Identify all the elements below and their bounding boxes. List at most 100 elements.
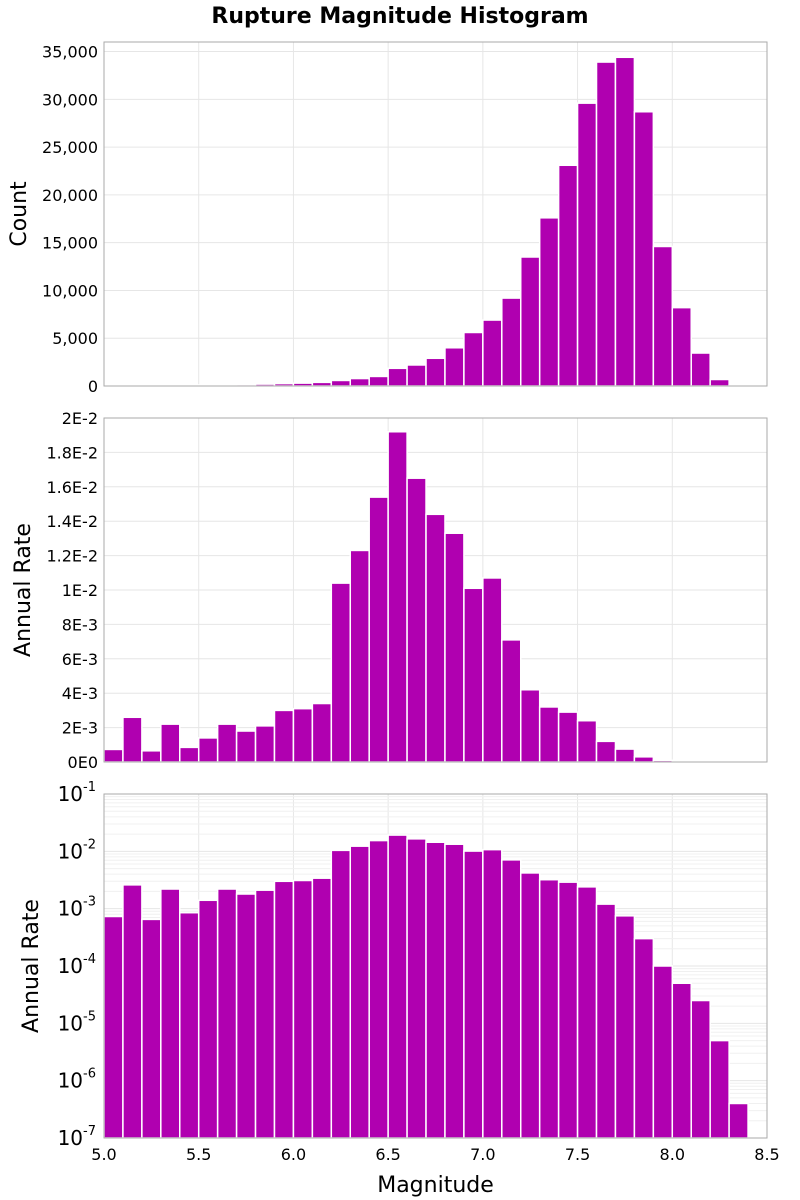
x-tick-label: 6.5 (375, 1145, 400, 1164)
histogram-bar (614, 748, 636, 763)
histogram-bar (406, 838, 427, 1139)
chart-title: Rupture Magnitude Histogram (211, 4, 588, 29)
panel-3: 10-7 10-6 10-5 10-4 10-3 10-2 10-1 Annual Rate 5… (19, 780, 780, 1198)
histogram-bar (482, 848, 503, 1139)
x-tick-label: 7.5 (565, 1145, 590, 1164)
panel-1: 0 5,000 10,000 15,000 20,000 25,000 30,000 35,0… (7, 41, 768, 396)
histogram-bar (728, 1102, 749, 1139)
histogram-bar (330, 849, 352, 1139)
histogram-bar (671, 306, 692, 387)
histogram-bar (463, 850, 484, 1139)
plot-frame (103, 41, 768, 387)
y-tick-label: 6E-3 (62, 650, 98, 669)
y-tick-label: 10-7 (58, 1124, 96, 1150)
histogram-bar (179, 911, 200, 1139)
histogram-bar (709, 1039, 730, 1139)
histogram-bar (235, 730, 257, 763)
histogram-bar (425, 357, 446, 387)
y-tick-label: 10-3 (58, 895, 96, 921)
histogram-bar (501, 859, 522, 1139)
histogram-bar (519, 256, 541, 387)
y-tick-label: 1.4E-2 (46, 512, 98, 531)
histogram-bar (595, 61, 617, 387)
y-tick-label: 1E-2 (62, 581, 98, 600)
histogram-bar (501, 639, 522, 763)
histogram-bar (292, 707, 314, 763)
x-axis-title: Magnitude (377, 1173, 494, 1198)
histogram-bar (614, 915, 636, 1139)
histogram-bar (387, 367, 408, 387)
histogram-bar (273, 880, 295, 1139)
y-tick-label: 2E-3 (62, 719, 98, 738)
y-tick-label: 0E0 (68, 753, 98, 772)
histogram-bar (235, 893, 257, 1139)
histogram-bar (254, 889, 276, 1139)
histogram-bar (103, 915, 124, 1139)
histogram-bar (425, 513, 446, 763)
histogram-bar (557, 711, 579, 763)
histogram-bar (197, 737, 219, 763)
y-tick-label: 1.8E-2 (46, 443, 98, 462)
histogram-bar (425, 841, 446, 1139)
histogram-bar (595, 903, 617, 1139)
y-tick-label: 10-4 (58, 952, 96, 978)
y-tick-label: 35,000 (42, 43, 98, 62)
histogram-bar (690, 999, 711, 1139)
histogram-bar (254, 725, 276, 763)
y-tick-label: 30,000 (42, 90, 98, 109)
histogram-bar (444, 843, 465, 1139)
histogram-bar (406, 364, 427, 387)
y-tick-label: 0 (88, 377, 98, 396)
histogram-bar (387, 834, 408, 1139)
histogram-bar (595, 740, 617, 763)
histogram-bar (122, 884, 143, 1139)
plot-frame (103, 417, 768, 763)
histogram-bar (463, 331, 484, 387)
y-tick-label: 10-1 (58, 780, 96, 806)
y-tick-label: 1.6E-2 (46, 478, 98, 497)
y-tick-label: 2E-2 (62, 409, 98, 428)
histogram-bar (349, 377, 370, 387)
histogram-bar (141, 918, 162, 1139)
y-tick-label: 8E-3 (62, 615, 98, 634)
y-axis-title: Annual Rate (19, 899, 44, 1033)
histogram-bar (671, 982, 692, 1139)
y-tick-label: 5,000 (52, 329, 98, 348)
histogram-bar (557, 881, 579, 1139)
histogram-bar (216, 888, 238, 1139)
histogram-bar (709, 378, 730, 387)
y-tick-label: 20,000 (42, 186, 98, 205)
panel-2: 0E0 2E-3 4E-3 6E-3 8E-3 1E-2 1.2E-2 1.4E-2 1.6E-… (11, 409, 768, 772)
y-tick-label: 10-2 (58, 837, 96, 863)
histogram-bar (368, 375, 389, 387)
chart-panels: 0 5,000 10,000 15,000 20,000 25,000 30,000 35,0… (7, 41, 780, 1198)
x-tick-label: 5.0 (91, 1145, 116, 1164)
histogram-bar (557, 164, 579, 387)
histogram-bar (614, 56, 636, 387)
histogram-bar (387, 431, 408, 763)
y-tick-label: 10-5 (58, 1009, 96, 1035)
histogram-bar (482, 319, 503, 387)
histogram-bar (122, 716, 143, 763)
histogram-bar (538, 217, 560, 387)
x-tick-label: 8.0 (660, 1145, 685, 1164)
histogram-bar (141, 750, 162, 763)
histogram-bar (330, 582, 352, 763)
histogram-bar (349, 845, 370, 1139)
x-tick-label: 6.0 (281, 1145, 306, 1164)
histogram-bar (576, 102, 598, 387)
histogram-bar (633, 111, 655, 387)
histogram-bar (368, 839, 389, 1139)
histogram-bar (538, 878, 560, 1139)
y-tick-label: 1.2E-2 (46, 547, 98, 566)
histogram-bar (444, 347, 465, 387)
histogram-bar (292, 879, 314, 1139)
histogram-bar (633, 756, 655, 763)
histogram-bar (368, 496, 389, 763)
histogram-bar (576, 886, 598, 1139)
plot-frame (103, 793, 768, 1139)
histogram-bar (652, 245, 674, 387)
x-tick-label: 5.5 (186, 1145, 211, 1164)
histogram-bar (179, 746, 200, 763)
